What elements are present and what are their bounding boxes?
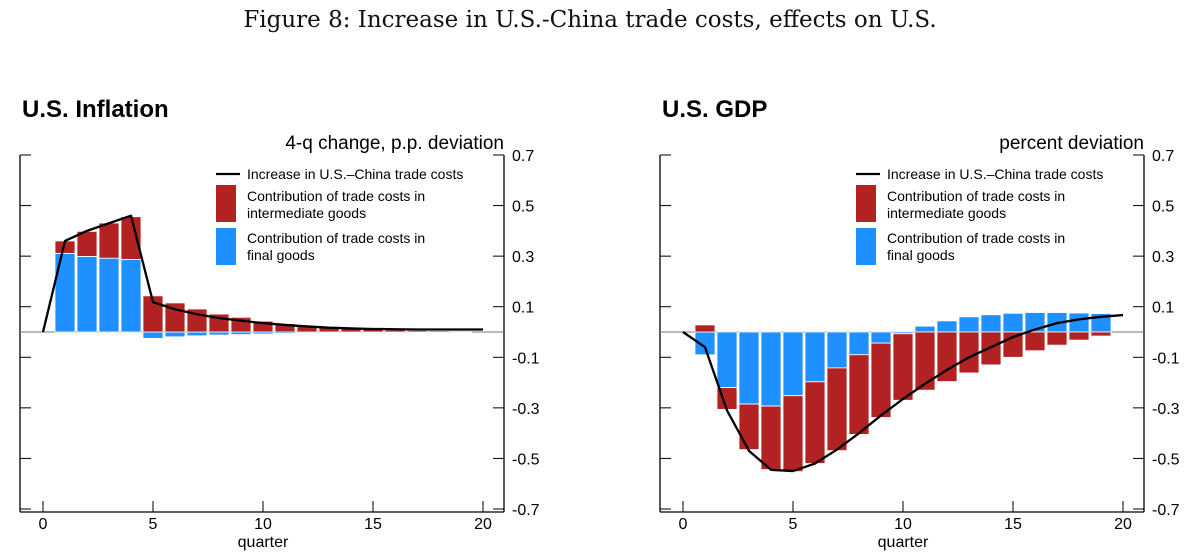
bar-final-goods — [804, 331, 826, 383]
legend-final-label: final goods — [247, 247, 315, 263]
legend-line-label: Increase in U.S.–China trade costs — [887, 166, 1103, 182]
bar-final-goods — [936, 320, 958, 333]
y-tick-label: -0.7 — [512, 502, 540, 519]
bar-final-goods — [208, 331, 230, 336]
bar-intermediate-goods — [406, 330, 428, 333]
x-tick-label: 10 — [254, 516, 272, 533]
bar-intermediate-goods — [760, 405, 782, 470]
bar-intermediate-goods — [428, 330, 450, 333]
y-tick-label: 0.7 — [1152, 148, 1174, 165]
bar-final-goods — [1068, 312, 1090, 333]
bar-final-goods — [958, 316, 980, 333]
x-tick-label: 0 — [679, 516, 688, 533]
bar-intermediate-goods — [826, 367, 848, 451]
bar-final-goods — [186, 331, 208, 337]
legend-intermediate-label: Contribution of trade costs in — [887, 188, 1065, 204]
bar-intermediate-goods — [914, 331, 936, 391]
bar-final-goods — [914, 325, 936, 333]
bar-intermediate-goods — [1046, 331, 1068, 346]
chart-subtitle: 4-q change, p.p. deviation — [285, 133, 504, 154]
bar-intermediate-goods — [252, 320, 274, 333]
x-tick-label: 5 — [789, 516, 798, 533]
chart-panel-inflation: U.S. Inflation 4-q change, p.p. deviation… — [19, 96, 540, 551]
bar-intermediate-goods — [848, 354, 870, 435]
bar-intermediate-goods — [804, 381, 826, 464]
legend-intermediate-label: intermediate goods — [887, 205, 1006, 221]
legend-final-swatch — [856, 228, 876, 265]
x-axis-label: quarter — [238, 534, 289, 551]
bar-final-goods — [870, 331, 892, 344]
bar-intermediate-goods — [694, 324, 716, 333]
trade-cost-line — [682, 313, 1124, 473]
legend: Increase in U.S.–China trade costs Contri… — [856, 166, 1103, 265]
trade-cost-line — [41, 214, 483, 333]
y-tick-label: -0.1 — [1152, 350, 1180, 367]
y-tick-label: -0.7 — [1152, 502, 1180, 519]
figure-title: Figure 8: Increase in U.S.-China trade c… — [243, 7, 936, 33]
legend-intermediate-label: Contribution of trade costs in — [247, 188, 425, 204]
bar-intermediate-goods — [450, 330, 472, 333]
bar-final-goods — [1002, 312, 1024, 333]
y-tick-label: 0.5 — [512, 199, 534, 216]
y-tick-label: -0.5 — [512, 451, 540, 468]
bar-final-goods — [120, 259, 142, 333]
bar-intermediate-goods — [738, 403, 760, 450]
legend-final-label: Contribution of trade costs in — [247, 230, 425, 246]
bar-final-goods — [848, 331, 870, 356]
bar-final-goods — [782, 331, 804, 397]
legend-line-label: Increase in U.S.–China trade costs — [247, 166, 463, 182]
bar-intermediate-goods — [892, 333, 914, 401]
legend: Increase in U.S.–China trade costs Contri… — [216, 166, 463, 265]
y-tick-label: 0.1 — [1152, 300, 1174, 317]
y-tick-label: 0.7 — [512, 148, 534, 165]
chart-title: U.S. Inflation — [22, 96, 169, 123]
x-tick-label: 10 — [894, 516, 912, 533]
bar-final-goods — [76, 255, 98, 333]
legend-intermediate-swatch — [856, 185, 876, 222]
y-tick-label: 0.5 — [1152, 199, 1174, 216]
legend-intermediate-label: intermediate goods — [247, 205, 366, 221]
bar-final-goods — [760, 331, 782, 407]
bar-final-goods — [826, 331, 848, 369]
y-tick-label: -0.5 — [1152, 451, 1180, 468]
y-tick-label: 0.3 — [1152, 249, 1174, 266]
chart-subtitle: percent deviation — [999, 133, 1144, 154]
bar-final-goods — [716, 331, 738, 389]
bar-intermediate-goods — [274, 323, 296, 333]
bar-final-goods — [164, 331, 186, 338]
chart-panel-gdp: U.S. GDP percent deviation 0.7 0.5 0.3 0.1 -0.… — [659, 96, 1180, 551]
x-tick-label: 20 — [1114, 516, 1132, 533]
x-tick-label: 15 — [1004, 516, 1022, 533]
y-tick-label: -0.1 — [512, 350, 540, 367]
y-tick-label: -0.3 — [512, 401, 540, 418]
legend-intermediate-swatch — [216, 185, 236, 222]
bar-intermediate-goods — [782, 395, 804, 472]
x-tick-label: 0 — [39, 516, 48, 533]
x-tick-label: 15 — [364, 516, 382, 533]
x-axis-label: quarter — [878, 534, 929, 551]
y-tick-label: 0.3 — [512, 249, 534, 266]
bar-final-goods — [98, 257, 120, 333]
bar-intermediate-goods — [1090, 331, 1112, 337]
x-tick-label: 5 — [149, 516, 158, 533]
y-tick-label: -0.3 — [1152, 401, 1180, 418]
bar-final-goods — [738, 331, 760, 405]
legend-final-swatch — [216, 228, 236, 265]
bar-intermediate-goods — [870, 342, 892, 418]
bar-intermediate-goods — [1068, 331, 1090, 341]
x-tick-label: 20 — [474, 516, 492, 533]
bar-final-goods — [142, 331, 164, 339]
legend-final-label: Contribution of trade costs in — [887, 230, 1065, 246]
bar-intermediate-goods — [98, 222, 120, 259]
bar-intermediate-goods — [1024, 331, 1046, 352]
y-tick-label: 0.1 — [512, 300, 534, 317]
bar-intermediate-goods — [958, 331, 980, 374]
bar-final-goods — [980, 314, 1002, 333]
chart-title: U.S. GDP — [662, 96, 767, 123]
bar-intermediate-goods — [120, 216, 142, 260]
bar-intermediate-goods — [936, 331, 958, 382]
legend-final-label: final goods — [887, 247, 955, 263]
